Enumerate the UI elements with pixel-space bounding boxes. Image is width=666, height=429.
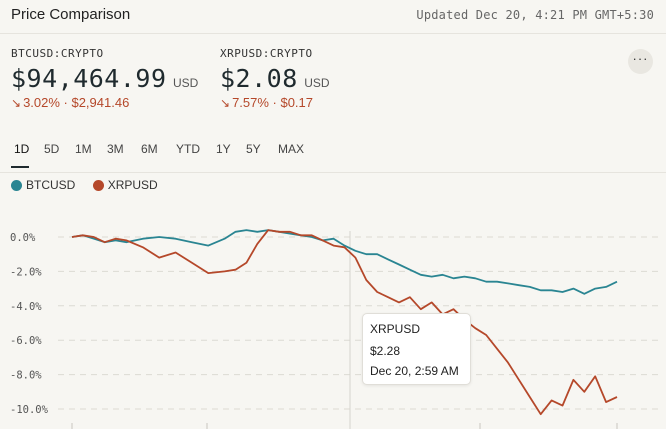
ticker-price: $94,464.99 — [11, 64, 167, 93]
y-tick-label: -8.0% — [10, 370, 42, 382]
legend-item-xrpusd[interactable]: XRPUSD — [92, 178, 158, 192]
tooltip-value: $2.28 — [370, 344, 401, 358]
arrow-down-right-icon: ↘ — [220, 96, 231, 110]
active-tab-indicator — [11, 166, 29, 168]
tab-1y[interactable]: 1Y — [216, 142, 231, 156]
ticker-change-value: 3.02% · $2,941.46 — [23, 95, 130, 110]
chart-tooltip: XRPUSD $2.28 Dec 20, 2:59 AM — [362, 313, 471, 385]
tab-1m[interactable]: 1M — [75, 142, 92, 156]
updated-timestamp: Updated Dec 20, 4:21 PM GMT+5:30 — [416, 8, 654, 22]
ticker-change: ↘ 3.02% · $2,941.46 — [11, 95, 198, 110]
more-options-button[interactable]: ··· — [628, 49, 653, 74]
y-tick-label: -4.0% — [10, 301, 42, 313]
legend-item-btcusd[interactable]: BTCUSD — [11, 178, 75, 192]
chart-legend: BTCUSD XRPUSD — [11, 178, 172, 194]
legend-label: BTCUSD — [26, 178, 76, 192]
tab-6m[interactable]: 6M — [141, 142, 158, 156]
y-tick-label: -2.0% — [10, 266, 42, 278]
y-tick-label: -6.0% — [10, 335, 42, 347]
series-line-xrpusd[interactable] — [71, 229, 618, 416]
series-line-btcusd[interactable] — [71, 229, 618, 295]
ticker-symbol: BTCUSD:CRYPTO — [11, 47, 104, 60]
legend-dot-icon — [92, 179, 104, 191]
tab-3m[interactable]: 3M — [107, 142, 124, 156]
ticker-change-value: 7.57% · $0.17 — [232, 95, 314, 110]
ticker-currency: USD — [172, 76, 199, 90]
ticker-xrpusd[interactable]: XRPUSD:CRYPTO $2.08 USD ↘ 7.57% · $0.17 — [220, 47, 330, 110]
tooltip-series: XRPUSD — [370, 322, 421, 336]
tab-1d[interactable]: 1D — [14, 142, 30, 156]
header: Price Comparison Updated Dec 20, 4:21 PM… — [0, 0, 666, 34]
ticker-symbol: XRPUSD:CRYPTO — [220, 47, 313, 60]
ticker-change: ↘ 7.57% · $0.17 — [220, 95, 330, 110]
ticker-price: $2.08 — [220, 64, 298, 93]
tab-ytd[interactable]: YTD — [176, 142, 200, 156]
tab-max[interactable]: MAX — [278, 142, 305, 156]
y-tick-label: -10.0% — [10, 404, 49, 416]
legend-label: XRPUSD — [107, 178, 158, 192]
tab-5y[interactable]: 5Y — [246, 142, 261, 156]
arrow-down-right-icon: ↘ — [11, 96, 22, 110]
tooltip-time: Dec 20, 2:59 AM — [370, 364, 459, 378]
tab-5d[interactable]: 5D — [44, 142, 60, 156]
ticker-btcusd[interactable]: BTCUSD:CRYPTO $94,464.99 USD ↘ 3.02% · $2… — [11, 47, 198, 110]
legend-dot-icon — [11, 179, 22, 191]
page-title: Price Comparison — [11, 6, 131, 23]
y-tick-label: 0.0% — [10, 232, 36, 244]
price-chart[interactable]: 0.0% -2.0% -4.0% -6.0% -8.0% -10.0% — [0, 195, 666, 429]
ticker-currency: USD — [304, 76, 330, 90]
range-tabs: 1D 5D 1M 3M 6M YTD 1Y 5Y MAX — [0, 142, 666, 173]
